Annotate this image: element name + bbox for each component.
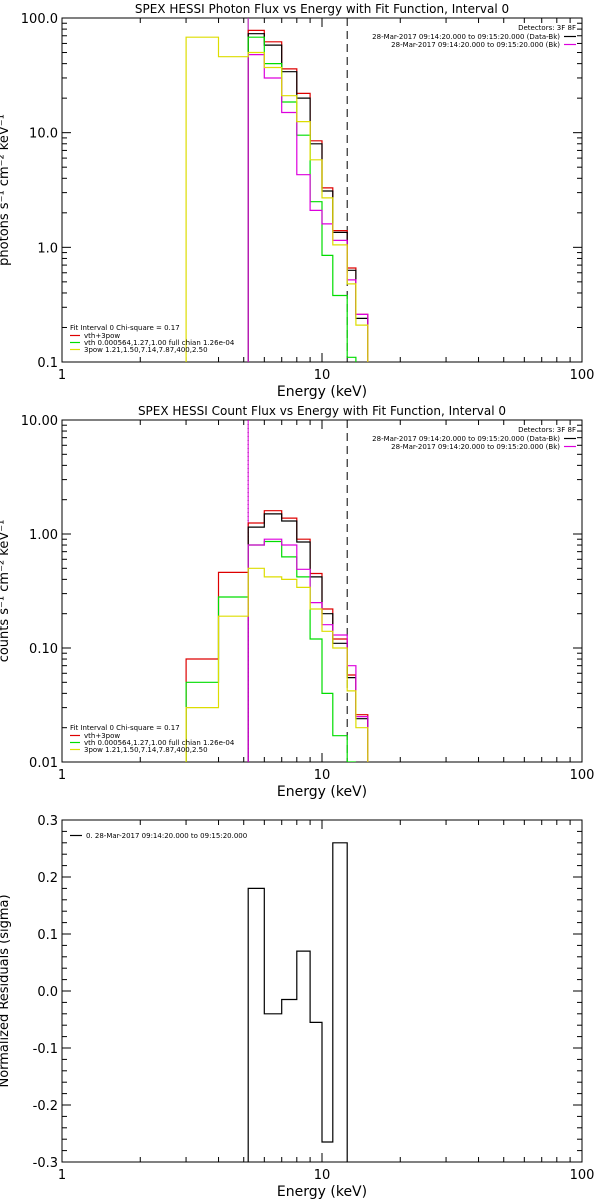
fit-legend-text: vth+3pow <box>84 332 120 340</box>
y-axis-label: Normalized Residuals (sigma) <box>0 894 12 1087</box>
x-tick-label: 100 <box>570 1168 595 1183</box>
histogram-series-0 <box>185 510 369 762</box>
histogram-series-3 <box>247 538 369 762</box>
x-tick-label: 100 <box>570 368 595 383</box>
detector-legend-text: 28-Mar-2017 09:14:20.000 to 09:15:20.000… <box>372 33 560 41</box>
plot-data <box>185 510 369 762</box>
residuals-panel: 1 10 100 -0.3 -0.2 -0.1 0.0 0.1 0.2 0.3 Energy (ke… <box>0 814 594 1200</box>
histogram-series-4 <box>185 567 369 762</box>
histogram-series-1 <box>247 513 369 762</box>
fit-legend-text: 3pow 1.21,1.50,7.14,7.87,400,2.50 <box>84 346 208 354</box>
x-axis-label: Energy (keV) <box>277 384 367 400</box>
detector-legend-text: 28-Mar-2017 09:14:20.000 to 09:15:20.000… <box>391 41 560 49</box>
histogram-series-1 <box>247 33 369 362</box>
x-tick-label: 10 <box>314 368 331 383</box>
plot-data <box>185 29 369 362</box>
y-tick-label: 0.3 <box>37 814 58 829</box>
count-flux-panel: SPEX HESSI Count Flux vs Energy with Fit… <box>0 404 594 800</box>
fit-legend-text: vth 0.000564,1.27,1.00 full chian 1.26e-… <box>84 739 235 747</box>
detector-legend-title: Detectors: 3F 8F <box>518 24 576 32</box>
chart-title: SPEX HESSI Photon Flux vs Energy with Fi… <box>135 2 509 16</box>
x-axis-label: Energy (keV) <box>277 1184 367 1200</box>
fit-legend: Fit Interval 0 Chi-square = 0.17vth+3pow… <box>70 724 235 754</box>
histogram-series-0 <box>247 842 348 1162</box>
y-tick-label: 0.01 <box>29 756 58 771</box>
x-tick-label: 10 <box>314 1168 331 1183</box>
x-tick-label: 10 <box>314 768 331 783</box>
x-tick-label: 100 <box>570 768 595 783</box>
y-tick-label: -0.1 <box>33 1042 58 1057</box>
y-tick-label: 100.0 <box>21 12 58 27</box>
y-tick-label: 10.0 <box>29 127 58 142</box>
y-axis-label: counts s⁻¹ cm⁻² keV⁻¹ <box>0 520 12 663</box>
y-axis-label: photons s⁻¹ cm⁻² keV⁻¹ <box>0 114 12 266</box>
y-tick-label: 1.00 <box>29 528 58 543</box>
y-tick-label: 0.0 <box>37 985 58 1000</box>
histogram-series-0 <box>247 29 369 362</box>
fit-legend: Fit Interval 0 Chi-square = 0.17vth+3pow… <box>70 324 235 354</box>
fit-legend-header: Fit Interval 0 Chi-square = 0.17 <box>70 724 180 732</box>
fit-legend-text: vth+3pow <box>84 732 120 740</box>
histogram-series-4 <box>185 36 369 362</box>
chart-title: SPEX HESSI Count Flux vs Energy with Fit… <box>138 404 506 418</box>
x-tick-label: 1 <box>58 1168 66 1183</box>
x-tick-label: 1 <box>58 768 66 783</box>
y-tick-label: 0.1 <box>37 928 58 943</box>
y-tick-label: -0.2 <box>33 1099 58 1114</box>
fit-legend-header: Fit Interval 0 Chi-square = 0.17 <box>70 324 180 332</box>
x-tick-label: 1 <box>58 368 66 383</box>
y-tick-label: 0.2 <box>37 871 58 886</box>
y-tick-label: 0.10 <box>29 642 58 657</box>
y-tick-label: 0.1 <box>37 356 58 371</box>
detector-legend-text: 28-Mar-2017 09:14:20.000 to 09:15:20.000… <box>372 435 560 443</box>
photon-flux-panel: SPEX HESSI Photon Flux vs Energy with Fi… <box>0 2 594 400</box>
detector-legend-text: 28-Mar-2017 09:14:20.000 to 09:15:20.000… <box>391 443 560 451</box>
fit-legend-text: vth 0.000564,1.27,1.00 full chian 1.26e-… <box>84 339 235 347</box>
detector-legend-title: Detectors: 3F 8F <box>518 426 576 434</box>
fit-legend-text: 3pow 1.21,1.50,7.14,7.87,400,2.50 <box>84 746 208 754</box>
y-tick-label: 10.00 <box>21 414 58 429</box>
residual-legend-text: 0. 28-Mar-2017 09:14:20.000 to 09:15:20.… <box>86 832 247 840</box>
y-tick-label: 1.0 <box>37 241 58 256</box>
histogram-series-3 <box>247 54 369 362</box>
plot-data <box>247 842 348 1162</box>
x-axis-label: Energy (keV) <box>277 784 367 800</box>
y-tick-label: -0.3 <box>33 1156 58 1171</box>
